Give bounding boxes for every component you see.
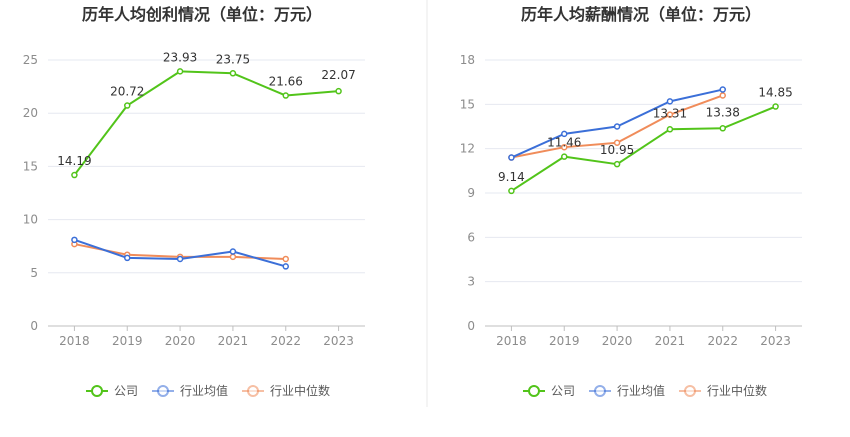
data-label: 21.66: [269, 75, 303, 89]
y-tick-label: 15: [23, 159, 38, 173]
data-point-industry-avg[interactable]: [508, 154, 515, 161]
data-label: 23.93: [163, 50, 197, 64]
data-point-company[interactable]: [229, 70, 237, 77]
data-point-company[interactable]: [719, 125, 726, 132]
data-label: 20.72: [110, 85, 144, 99]
x-tick-label: 2020: [602, 334, 633, 348]
legend-label[interactable]: 行业中位数: [270, 383, 330, 398]
data-point-company[interactable]: [613, 160, 621, 168]
y-tick-label: 9: [467, 186, 475, 200]
data-point-industry-avg[interactable]: [282, 263, 289, 270]
data-point-industry-avg[interactable]: [71, 236, 78, 244]
data-point-company[interactable]: [772, 103, 779, 110]
y-tick-label: 12: [460, 142, 475, 156]
y-tick-label: 0: [30, 319, 38, 333]
y-tick-label: 0: [467, 319, 475, 333]
data-point-industry-avg[interactable]: [229, 248, 237, 255]
data-point-industry-median[interactable]: [719, 92, 726, 99]
series-line-company: [73, 70, 339, 176]
data-point-company[interactable]: [335, 87, 342, 95]
legend-swatch-marker[interactable]: [684, 385, 696, 397]
legend-label[interactable]: 行业均值: [617, 383, 665, 398]
data-label: 22.07: [321, 68, 355, 82]
data-point-industry-median[interactable]: [229, 253, 237, 261]
x-tick-label: 2023: [760, 334, 791, 348]
x-tick-label: 2022: [707, 334, 738, 348]
data-point-industry-avg[interactable]: [613, 123, 621, 130]
data-point-company[interactable]: [124, 102, 131, 109]
data-point-industry-median[interactable]: [666, 111, 674, 118]
data-label: 10.95: [600, 143, 634, 157]
y-tick-label: 10: [23, 213, 38, 227]
data-label: 13.31: [653, 106, 687, 120]
data-point-industry-avg[interactable]: [666, 98, 674, 105]
x-tick-label: 2018: [59, 334, 90, 348]
profit-per-capita-chart: 历年人均创利情况（单位：万元） 0 5 10 15 20 25 2018 2019 2020 202…: [23, 5, 365, 398]
y-tick-label: 15: [460, 97, 475, 111]
legend-swatch-marker[interactable]: [91, 385, 103, 397]
x-tick-label: 2021: [655, 334, 686, 348]
data-point-industry-avg[interactable]: [176, 255, 184, 263]
data-label: 14.19: [57, 154, 91, 168]
y-tick-label: 5: [30, 266, 38, 280]
data-point-company[interactable]: [508, 187, 515, 195]
data-point-industry-avg[interactable]: [561, 130, 568, 138]
series-line-industry-avg: [74, 238, 287, 268]
legend-label[interactable]: 公司: [114, 384, 138, 398]
data-point-industry-median[interactable]: [561, 143, 568, 151]
data-point-industry-median[interactable]: [613, 139, 621, 147]
data-label: 9.14: [498, 170, 525, 184]
legend-swatch-marker[interactable]: [157, 385, 169, 397]
legend-swatch-marker[interactable]: [594, 385, 606, 397]
x-tick-label: 2018: [496, 334, 527, 348]
data-point-company[interactable]: [71, 171, 78, 179]
data-label: 11.46: [547, 136, 581, 150]
y-tick-label: 20: [23, 106, 38, 120]
data-point-industry-avg[interactable]: [719, 86, 726, 93]
legend-swatch-marker[interactable]: [528, 385, 540, 397]
x-tick-label: 2021: [218, 334, 249, 348]
x-tick-label: 2019: [112, 334, 143, 348]
legend-label[interactable]: 公司: [551, 384, 575, 398]
chart-title: 历年人均薪酬情况（单位：万元）: [521, 5, 761, 24]
data-point-industry-avg[interactable]: [124, 254, 131, 262]
x-tick-label: 2019: [549, 334, 580, 348]
data-label: 13.38: [706, 105, 740, 119]
series-line-company: [510, 105, 776, 192]
legend-label[interactable]: 行业中位数: [707, 383, 767, 398]
y-tick-label: 6: [467, 230, 475, 244]
legend-swatch-marker[interactable]: [247, 385, 259, 397]
x-tick-label: 2020: [165, 334, 196, 348]
y-tick-label: 25: [23, 53, 38, 67]
data-label: 23.75: [216, 52, 250, 66]
data-point-company[interactable]: [666, 126, 674, 133]
data-point-company[interactable]: [176, 68, 184, 75]
chart-title: 历年人均创利情况（单位：万元）: [82, 5, 322, 24]
y-tick-label: 18: [460, 53, 475, 67]
data-label: 14.85: [758, 86, 792, 100]
y-tick-label: 3: [467, 275, 475, 289]
x-tick-label: 2023: [323, 334, 354, 348]
data-point-company[interactable]: [282, 92, 289, 99]
data-point-industry-median[interactable]: [282, 255, 289, 263]
legend-label[interactable]: 行业均值: [180, 383, 228, 398]
x-tick-label: 2022: [270, 334, 301, 348]
salary-per-capita-chart: 历年人均薪酬情况（单位：万元） 0 3 6 9 12 15 18 2018 2019 2020 202…: [460, 5, 802, 398]
data-point-company[interactable]: [561, 153, 568, 160]
